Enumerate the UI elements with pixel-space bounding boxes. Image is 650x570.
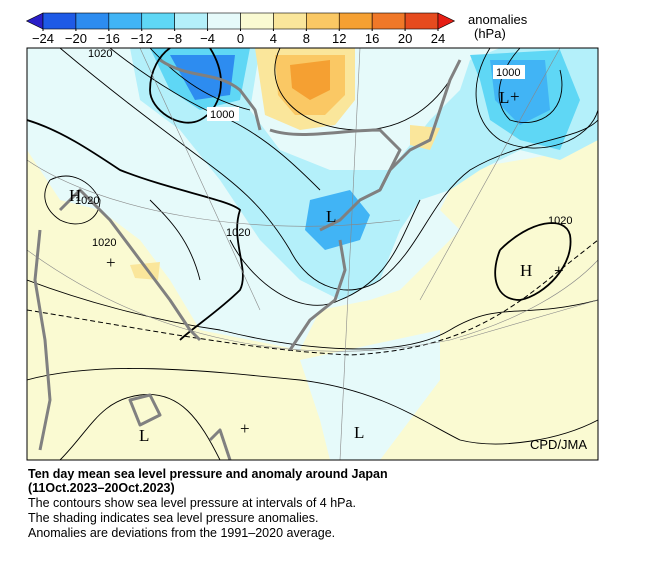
high-center: H: [520, 261, 532, 280]
colorbar-tick-label: 0: [237, 31, 244, 46]
pressure-centers: H H L L L L + + + +: [69, 87, 564, 445]
contour-label: 1020: [226, 227, 250, 239]
colorbar-tick-label: −4: [200, 31, 215, 46]
contour-labels: 1020 1000 1000 1020 1020 1020 1020: [75, 48, 572, 249]
center-mark: +: [510, 87, 520, 106]
caption-line: The contours show sea level pressure at …: [28, 496, 356, 510]
colorbar-title: anomalies: [468, 12, 528, 27]
colorbar-segment: [42, 12, 77, 30]
colorbar-tick-label: 4: [270, 31, 277, 46]
contour-label: 1020: [75, 195, 99, 207]
colorbar-segment: [240, 12, 274, 30]
colorbar-tick-label: 20: [398, 31, 412, 46]
colorbar-segment: [306, 12, 340, 30]
colorbar-tick-label: 16: [365, 31, 379, 46]
credit: CPD/JMA: [530, 437, 587, 452]
colorbar-segment: [404, 12, 439, 30]
map-area: CPD/JMA: [27, 48, 598, 460]
contour-label: 1000: [496, 67, 520, 79]
caption-line: The shading indicates sea level pressure…: [28, 511, 319, 525]
low-center: L: [326, 207, 336, 226]
colorbar-segment: [273, 12, 307, 30]
colorbar-arrow: [437, 12, 456, 30]
anomaly-shading: [300, 330, 440, 460]
center-mark: +: [240, 419, 250, 438]
colorbar-segment: [75, 12, 110, 30]
center-mark: +: [106, 253, 116, 272]
colorbar-segment: [207, 12, 241, 30]
coastline: [33, 58, 462, 460]
colorbar-segment: [141, 12, 175, 30]
colorbar-tick-label: −16: [98, 31, 120, 46]
contour-label: 1020: [548, 215, 572, 227]
caption-period: (11Oct.2023–20Oct.2023): [28, 481, 175, 495]
map-frame: [26, 47, 599, 461]
high-center: H: [69, 186, 81, 205]
contour-label: 1020: [88, 48, 112, 60]
isobars-bold: [27, 48, 572, 341]
label-box: [207, 107, 239, 121]
low-center: L: [139, 426, 149, 445]
low-center: L: [499, 88, 509, 107]
colorbar-tick-label: −8: [167, 31, 182, 46]
colorbar-tick-label: 12: [332, 31, 346, 46]
colorbar-tick-label: −12: [131, 31, 153, 46]
graticule: [27, 48, 598, 460]
colorbar-arrow: [25, 12, 44, 30]
colorbar-segment: [371, 12, 406, 30]
low-center: L: [354, 423, 364, 442]
colorbar-unit: (hPa): [474, 26, 506, 41]
caption-title: Ten day mean sea level pressure and anom…: [28, 467, 388, 481]
colorbar: −24 −20 −16 −12 −8 −4 0 4 8 12 16 20 24: [25, 12, 456, 46]
anomaly-shading: [290, 60, 330, 100]
colorbar-tick-label: 24: [431, 31, 445, 46]
map-figure: −24 −20 −16 −12 −8 −4 0 4 8 12 16 20 24 anomalies (h…: [25, 12, 599, 461]
anomaly-shading: [130, 48, 598, 300]
contour-label: 1000: [210, 109, 234, 121]
colorbar-tick-label: 8: [303, 31, 310, 46]
colorbar-tick-label: −20: [65, 31, 87, 46]
colorbar-tick-label: −24: [32, 31, 54, 46]
colorbar-segment: [338, 12, 373, 30]
zero-anomaly-line: [27, 239, 598, 356]
colorbar-segment: [108, 12, 143, 30]
colorbar-segment: [174, 12, 208, 30]
caption-line: Anomalies are deviations from the 1991–2…: [28, 526, 336, 540]
center-mark: +: [554, 261, 564, 280]
contour-label: 1020: [92, 237, 116, 249]
label-box: [493, 65, 525, 79]
